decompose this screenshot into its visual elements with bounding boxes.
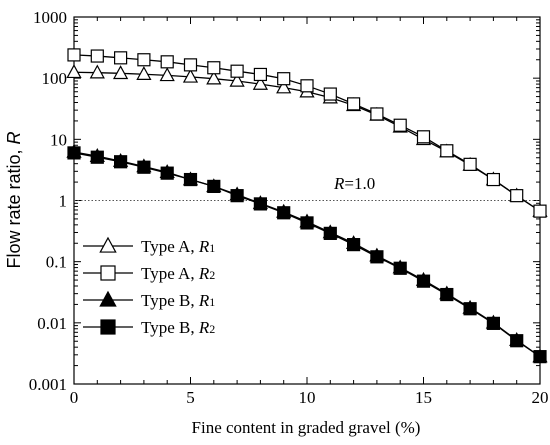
plot-area: 0 5 10 15 20 0.001 0.01 0.1 1 10 100 1000 — [29, 8, 549, 407]
legend: Type A, R1 Type A, R2 Type B, R1 Type B, R2 — [83, 236, 215, 337]
data-point — [533, 204, 547, 218]
legend-item: Type A, R2 — [83, 264, 215, 283]
data-point — [486, 316, 500, 330]
data-point — [323, 226, 337, 240]
data-point — [183, 58, 198, 72]
data-point — [113, 155, 128, 169]
data-point — [300, 79, 314, 93]
data-point — [440, 287, 454, 302]
data-point — [182, 68, 199, 83]
series-4 — [67, 146, 547, 364]
data-point — [207, 61, 221, 75]
legend-label: Type A, R1 — [141, 237, 215, 256]
data-point — [510, 334, 524, 348]
y-tick-label: 0.001 — [29, 375, 67, 394]
legend-label: Type B, R2 — [141, 318, 215, 337]
data-point — [207, 179, 221, 194]
data-point — [113, 51, 128, 65]
data-point — [276, 79, 292, 94]
legend-marker — [100, 319, 116, 335]
x-tick-label: 0 — [70, 388, 79, 407]
data-point — [300, 216, 314, 230]
x-tick-label: 15 — [415, 388, 432, 407]
x-tick-label: 5 — [186, 388, 195, 407]
x-tick-label: 10 — [299, 388, 316, 407]
reference-line-label: R=1.0 — [333, 174, 375, 193]
y-tick-label: 1000 — [33, 8, 67, 27]
data-point — [393, 118, 407, 132]
data-point — [89, 64, 105, 79]
legend-item: Type B, R1 — [83, 290, 215, 310]
series-2 — [67, 48, 547, 218]
data-point — [229, 72, 245, 87]
data-point — [90, 49, 104, 63]
data-point — [440, 144, 454, 158]
data-point — [393, 261, 407, 275]
data-point — [252, 75, 269, 90]
legend-marker — [99, 236, 117, 253]
x-tick-label: 20 — [532, 388, 549, 407]
legend-marker — [99, 290, 117, 307]
y-tick-label: 10 — [50, 130, 67, 149]
data-point — [230, 189, 244, 203]
y-tick-label: 100 — [42, 69, 68, 88]
data-point — [90, 150, 104, 164]
data-point — [510, 189, 524, 203]
data-point — [160, 166, 174, 180]
data-point — [463, 302, 477, 316]
data-point — [67, 146, 81, 160]
data-point — [159, 67, 175, 82]
data-point — [183, 172, 198, 187]
legend-item: Type B, R2 — [83, 318, 215, 337]
data-point — [347, 238, 361, 252]
data-point — [253, 67, 267, 82]
legend-marker — [100, 265, 116, 281]
y-tick-label: 1 — [59, 192, 68, 211]
data-point — [206, 70, 222, 85]
data-point — [416, 274, 431, 288]
data-point — [253, 197, 267, 211]
y-tick-label: 0.1 — [46, 253, 67, 272]
data-point — [112, 65, 129, 80]
y-axis-title: Flow rate ratio, R — [4, 131, 24, 268]
data-point — [486, 172, 500, 187]
data-point — [160, 55, 174, 69]
y-tick-label: 0.01 — [37, 314, 67, 333]
data-point — [370, 250, 384, 264]
data-point — [347, 97, 361, 111]
data-point — [67, 48, 81, 62]
data-point — [137, 53, 151, 67]
x-axis-title: Fine content in graded gravel (%) — [192, 418, 421, 437]
data-point — [533, 350, 547, 364]
data-point — [137, 160, 151, 174]
data-point — [66, 64, 82, 79]
data-point — [277, 72, 291, 86]
data-point — [277, 206, 291, 220]
series-3 — [66, 143, 548, 363]
data-point — [463, 157, 477, 171]
data-point — [416, 130, 431, 144]
data-point — [323, 87, 337, 101]
legend-label: Type A, R2 — [141, 264, 215, 283]
data-point — [370, 107, 384, 121]
legend-item: Type A, R1 — [83, 236, 215, 256]
data-point — [230, 64, 244, 78]
legend-label: Type B, R1 — [141, 291, 215, 310]
data-point — [136, 66, 152, 80]
